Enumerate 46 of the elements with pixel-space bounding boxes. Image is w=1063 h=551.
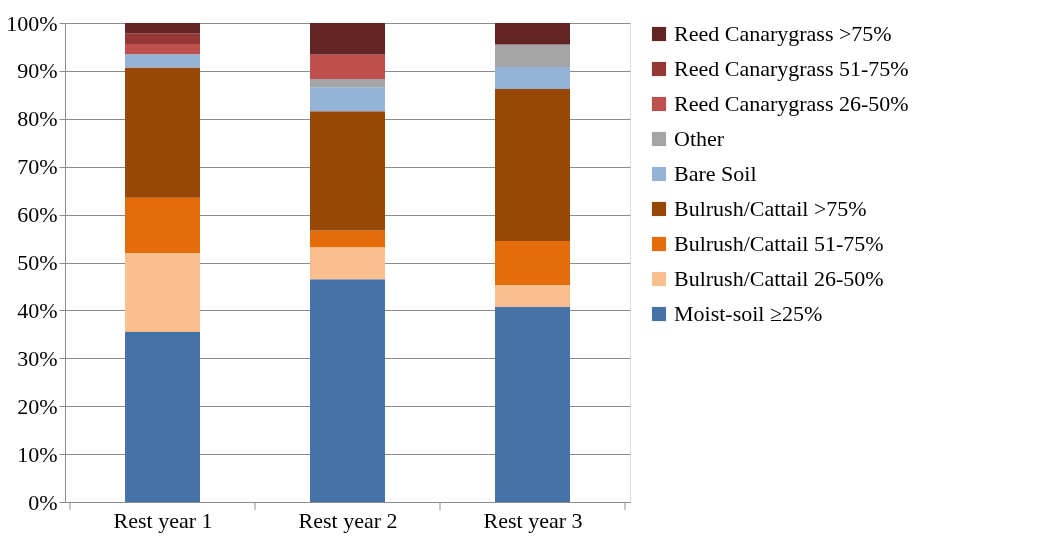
legend-label: Reed Canarygrass >75% xyxy=(674,21,892,46)
bar xyxy=(125,23,200,34)
bar xyxy=(310,54,385,80)
bar xyxy=(125,67,200,198)
y-tick-label: 60% xyxy=(17,202,58,228)
bar xyxy=(125,33,200,45)
y-tick-label: 10% xyxy=(17,441,58,467)
legend-label: Reed Canarygrass 51-75% xyxy=(674,56,909,81)
bar xyxy=(310,111,385,231)
legend-label: Bulrush/Cattail 26-50% xyxy=(674,266,884,291)
y-tick-label: 20% xyxy=(17,393,58,419)
bar xyxy=(495,67,570,90)
y-tick-label: 90% xyxy=(17,58,58,84)
legend-label: Bulrush/Cattail >75% xyxy=(674,196,867,221)
bar xyxy=(125,197,200,253)
legend-label: Bare Soil xyxy=(674,161,757,186)
x-tick-label: Rest year 3 xyxy=(483,507,583,533)
bar xyxy=(310,23,385,55)
y-tick-label: 30% xyxy=(17,345,58,371)
bar xyxy=(495,89,570,241)
bar xyxy=(495,23,570,45)
legend-label: Other xyxy=(674,126,725,151)
bar xyxy=(310,230,385,248)
x-tick-label: Rest year 1 xyxy=(113,507,213,533)
bar xyxy=(495,285,570,308)
y-tick-label: 70% xyxy=(17,154,58,180)
legend-label: Reed Canarygrass 26-50% xyxy=(674,91,909,116)
bar xyxy=(125,44,200,55)
bar xyxy=(495,240,570,286)
y-tick-label: 100% xyxy=(6,10,58,36)
x-tick-label: Rest year 2 xyxy=(298,507,398,533)
y-tick-label: 0% xyxy=(28,489,58,515)
bar xyxy=(125,252,200,332)
legend-label: Moist-soil ≥25% xyxy=(674,301,823,326)
y-tick-label: 40% xyxy=(17,297,58,323)
bar xyxy=(125,54,200,68)
bar xyxy=(310,279,385,502)
bar xyxy=(310,79,385,88)
bar xyxy=(125,331,200,502)
bar xyxy=(310,247,385,280)
bar xyxy=(495,44,570,68)
legend-label: Bulrush/Cattail 51-75% xyxy=(674,231,884,256)
bar xyxy=(310,87,385,112)
y-tick-label: 80% xyxy=(17,106,58,132)
bar xyxy=(495,307,570,502)
y-tick-label: 50% xyxy=(17,250,58,275)
